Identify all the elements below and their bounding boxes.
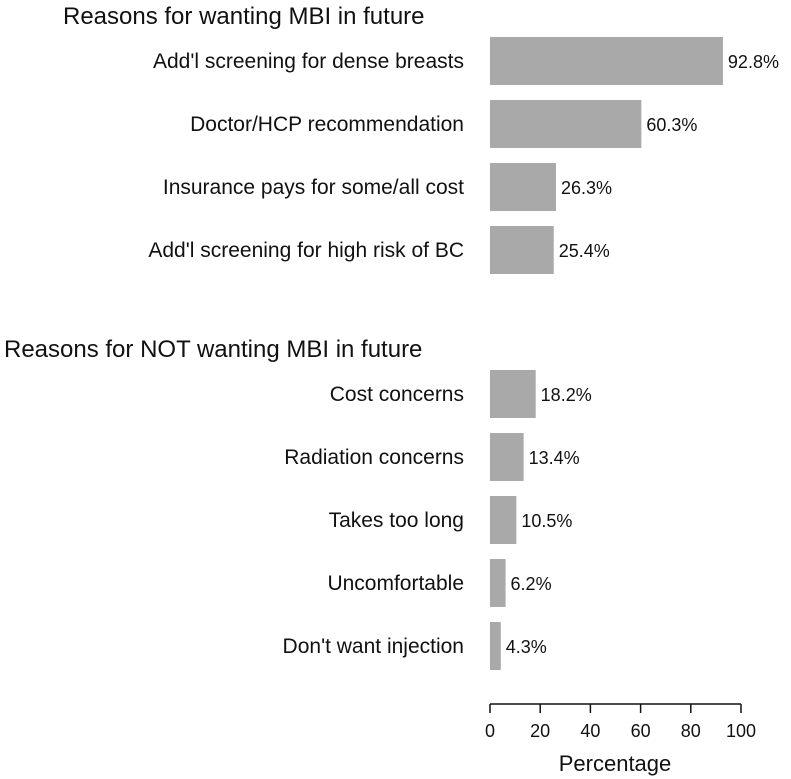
category-label: Don't want injection	[283, 635, 464, 658]
bar-0-1	[490, 100, 642, 148]
bar-1-0	[490, 370, 536, 418]
x-axis-label: Percentage	[559, 751, 672, 776]
bar-0-3	[490, 226, 554, 274]
bar-1-4	[490, 622, 501, 670]
category-label: Radiation concerns	[284, 446, 464, 469]
x-tick-label: 40	[580, 721, 600, 741]
bar-0-0	[490, 37, 723, 85]
bar-0-2	[490, 163, 557, 211]
category-label: Insurance pays for some/all cost	[163, 176, 464, 199]
value-label: 10.5%	[521, 511, 572, 531]
value-label: 60.3%	[646, 115, 697, 135]
category-label: Add'l screening for dense breasts	[153, 50, 464, 73]
category-label: Add'l screening for high risk of BC	[148, 239, 464, 262]
category-label: Takes too long	[329, 509, 464, 532]
category-label: Uncomfortable	[327, 572, 464, 595]
value-label: 4.3%	[506, 637, 547, 657]
value-label: 13.4%	[529, 448, 580, 468]
bar-1-1	[490, 433, 524, 481]
x-tick-label: 60	[631, 721, 651, 741]
group-heading-not-wanting: Reasons for NOT wanting MBI in future	[4, 336, 422, 363]
value-label: 26.3%	[561, 178, 612, 198]
x-axis: 0 20 40 60 80 100	[485, 703, 756, 741]
bar-1-3	[490, 559, 506, 607]
category-label: Doctor/HCP recommendation	[190, 113, 464, 136]
value-label: 92.8%	[728, 52, 779, 72]
value-label: 18.2%	[541, 385, 592, 405]
x-tick-label: 0	[485, 721, 495, 741]
value-label: 6.2%	[511, 574, 552, 594]
group-heading-wanting: Reasons for wanting MBI in future	[63, 3, 425, 30]
bars-layer: Add'l screening for dense breasts 92.8% Do…	[148, 37, 779, 670]
bar-1-2	[490, 496, 517, 544]
category-label: Cost concerns	[330, 383, 464, 406]
x-tick-label: 100	[726, 721, 756, 741]
x-tick-label: 80	[681, 721, 701, 741]
value-label: 25.4%	[559, 241, 610, 261]
x-tick-label: 20	[530, 721, 550, 741]
